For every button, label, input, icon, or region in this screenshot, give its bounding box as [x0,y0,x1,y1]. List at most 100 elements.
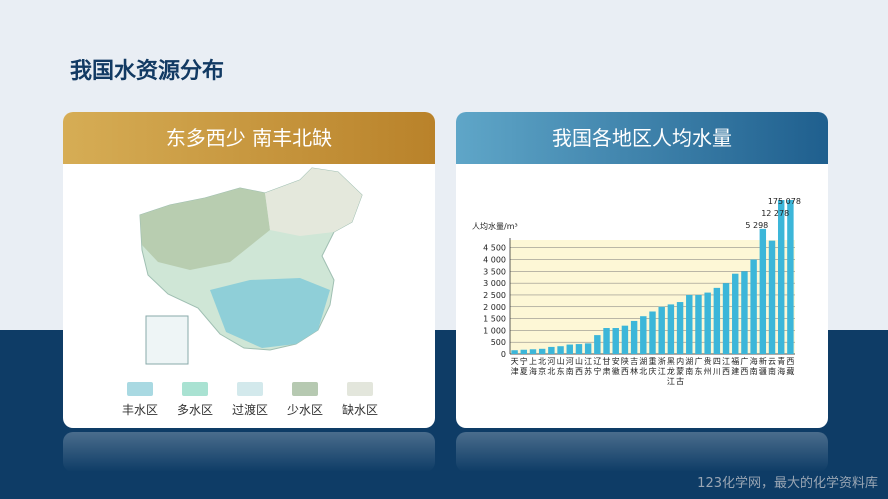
x-tick-label: 海南 [750,356,758,376]
bar [787,200,794,354]
y-tick-label: 4 500 [483,244,506,253]
bar [621,325,629,354]
x-tick-label: 安徽 [612,356,620,376]
bar [548,346,555,354]
reflection [63,432,435,472]
bar [566,344,573,354]
y-tick-label: 2 000 [483,303,506,312]
x-tick-label: 河南 [566,356,574,376]
map-region-dry [140,188,270,270]
x-tick-label: 湖北 [639,357,647,376]
bar [686,294,693,354]
y-tick-label: 3 500 [483,267,506,276]
map [139,167,363,365]
y-tick-label: 0 [501,350,506,359]
x-tick-label: 湖南 [685,357,693,376]
legend-swatch [292,382,318,396]
bar [612,328,619,354]
x-tick-label: 江苏 [584,357,592,376]
card-title: 东多西少 南丰北缺 [166,126,332,150]
x-tick-label: 辽宁 [593,357,601,376]
legend-swatch [182,382,208,396]
bar [594,335,601,354]
legend-swatch [347,382,373,396]
bar-chart: 0 500 1 000 1 500 2 000 2 500 3 000 3 500 4 000 4… [483,197,801,386]
y-tick-label: 1 500 [483,315,506,324]
x-tick-label: 内蒙古 [676,356,684,386]
watermark: 123化学网，最大的化学资料库 [697,475,878,491]
x-tick-label: 山西 [575,356,583,376]
legend-label: 丰水区 [122,403,158,417]
bar [538,348,546,354]
bar [520,349,528,354]
x-tick-label: 四川 [713,357,721,376]
x-tick-label: 广东 [694,356,702,376]
bar [649,311,656,354]
bar [759,228,767,354]
x-tick-label: 贵州 [704,356,712,376]
x-tick-label: 北京 [538,357,546,376]
x-tick-label: 甘肃 [603,356,611,376]
bar [777,200,785,354]
bar [575,344,583,354]
card-header [456,112,828,164]
x-tick-label: 西藏 [786,357,794,376]
y-tick-label: 2 500 [483,291,506,300]
legend-swatch [127,382,153,396]
legend-label: 多水区 [177,403,213,417]
bars [511,200,794,354]
x-tick-label: 宁夏 [520,356,528,376]
legend-swatch [237,382,263,396]
y-tick-label: 4 000 [483,256,506,265]
card-title: 我国各地区人均水量 [552,126,732,150]
value-label: 5 298 [745,221,768,230]
bar [676,302,684,354]
bar [630,320,638,354]
bar [667,304,675,354]
x-tick-label: 天津 [511,357,519,376]
x-tick-label: 福建 [731,357,739,376]
bar [722,283,730,354]
bar [768,240,776,354]
value-label: 12 278 [761,209,789,218]
x-tick-label: 陕西 [621,356,629,376]
bar [704,292,711,354]
bar [584,343,592,354]
x-tick-label: 青海 [777,356,785,376]
legend-label: 少水区 [287,403,323,417]
card-header [63,112,435,164]
x-tick-label: 上海 [529,357,537,376]
x-tick-label: 黑龙江 [667,357,675,386]
x-tick-label: 浙江 [658,356,666,376]
map-region-wet [210,278,330,348]
x-tick-label: 云南 [768,357,776,376]
x-tick-label: 新疆 [759,356,767,376]
reflection [456,432,828,472]
bar [741,271,748,354]
bar [732,273,739,354]
value-label: 175 078 [768,197,801,206]
y-tick-label: 500 [491,338,506,347]
bar [713,287,721,354]
bar [658,306,665,354]
bar [511,350,518,354]
legend: 丰水区 多水区 过渡区 少水区 缺水区 [122,382,378,417]
y-axis-label: 人均水量/m³ [472,221,518,231]
y-tick-label: 1 000 [483,326,506,335]
bar [695,294,702,354]
bar [603,328,610,354]
x-tick-label: 河北 [547,356,555,376]
bar [529,349,537,354]
bar [640,316,647,354]
x-tick-label: 江西 [722,357,730,376]
map-region-transition [265,168,362,236]
slide-title: 我国水资源分布 [70,58,224,84]
y-tick-label: 3 000 [483,279,506,288]
x-tick-label: 山东 [557,356,565,376]
bar [557,346,564,354]
x-tick-label: 广西 [740,356,748,376]
x-tick-label: 重庆 [649,356,657,376]
legend-label: 缺水区 [342,402,378,417]
